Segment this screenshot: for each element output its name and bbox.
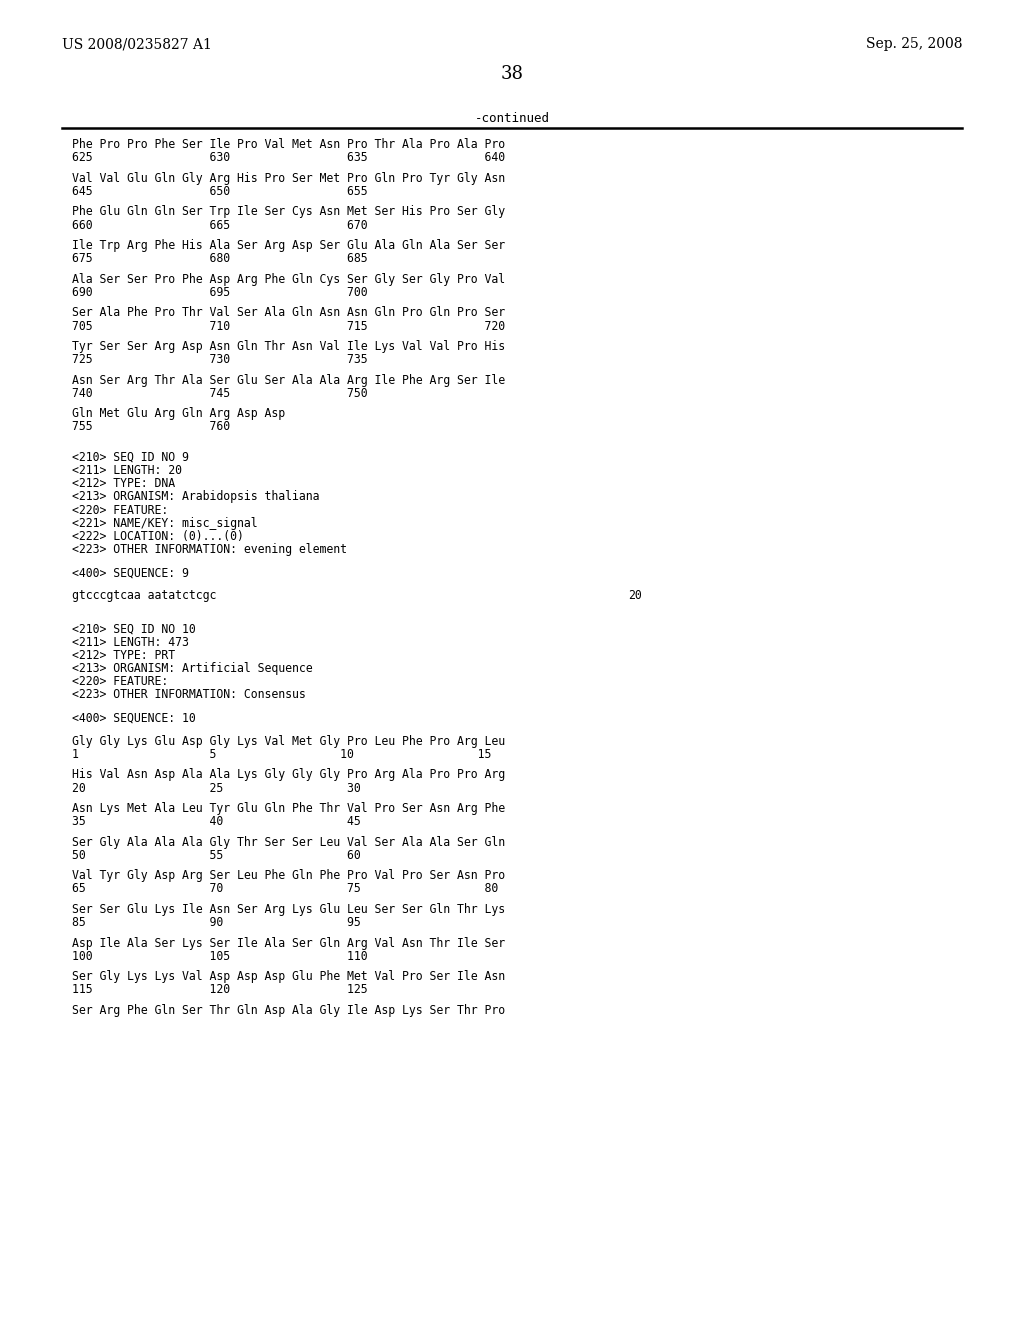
Text: <220> FEATURE:: <220> FEATURE: — [72, 504, 168, 516]
Text: <212> TYPE: PRT: <212> TYPE: PRT — [72, 649, 175, 661]
Text: His Val Asn Asp Ala Ala Lys Gly Gly Gly Pro Arg Ala Pro Pro Arg: His Val Asn Asp Ala Ala Lys Gly Gly Gly … — [72, 768, 505, 781]
Text: 690                 695                 700: 690 695 700 — [72, 286, 368, 298]
Text: <213> ORGANISM: Artificial Sequence: <213> ORGANISM: Artificial Sequence — [72, 663, 312, 675]
Text: <210> SEQ ID NO 10: <210> SEQ ID NO 10 — [72, 623, 196, 635]
Text: Ile Trp Arg Phe His Ala Ser Arg Asp Ser Glu Ala Gln Ala Ser Ser: Ile Trp Arg Phe His Ala Ser Arg Asp Ser … — [72, 239, 505, 252]
Text: 100                 105                 110: 100 105 110 — [72, 950, 368, 962]
Text: 85                  90                  95: 85 90 95 — [72, 916, 360, 929]
Text: 675                 680                 685: 675 680 685 — [72, 252, 368, 265]
Text: <400> SEQUENCE: 9: <400> SEQUENCE: 9 — [72, 566, 188, 579]
Text: Ser Ala Phe Pro Thr Val Ser Ala Gln Asn Asn Gln Pro Gln Pro Ser: Ser Ala Phe Pro Thr Val Ser Ala Gln Asn … — [72, 306, 505, 319]
Text: 38: 38 — [501, 65, 523, 83]
Text: 20                  25                  30: 20 25 30 — [72, 781, 360, 795]
Text: 725                 730                 735: 725 730 735 — [72, 354, 368, 366]
Text: Val Val Glu Gln Gly Arg His Pro Ser Met Pro Gln Pro Tyr Gly Asn: Val Val Glu Gln Gly Arg His Pro Ser Met … — [72, 172, 505, 185]
Text: <222> LOCATION: (0)...(0): <222> LOCATION: (0)...(0) — [72, 531, 244, 543]
Text: 625                 630                 635                 640: 625 630 635 640 — [72, 152, 505, 164]
Text: 660                 665                 670: 660 665 670 — [72, 219, 368, 231]
Text: 645                 650                 655: 645 650 655 — [72, 185, 368, 198]
Text: <212> TYPE: DNA: <212> TYPE: DNA — [72, 478, 175, 490]
Text: Ala Ser Ser Pro Phe Asp Arg Phe Gln Cys Ser Gly Ser Gly Pro Val: Ala Ser Ser Pro Phe Asp Arg Phe Gln Cys … — [72, 273, 505, 285]
Text: <211> LENGTH: 20: <211> LENGTH: 20 — [72, 465, 182, 477]
Text: 50                  55                  60: 50 55 60 — [72, 849, 360, 862]
Text: Gln Met Glu Arg Gln Arg Asp Asp: Gln Met Glu Arg Gln Arg Asp Asp — [72, 408, 285, 420]
Text: Asn Lys Met Ala Leu Tyr Glu Gln Phe Thr Val Pro Ser Asn Arg Phe: Asn Lys Met Ala Leu Tyr Glu Gln Phe Thr … — [72, 803, 505, 814]
Text: Ser Arg Phe Gln Ser Thr Gln Asp Ala Gly Ile Asp Lys Ser Thr Pro: Ser Arg Phe Gln Ser Thr Gln Asp Ala Gly … — [72, 1005, 505, 1016]
Text: Ser Ser Glu Lys Ile Asn Ser Arg Lys Glu Leu Ser Ser Gln Thr Lys: Ser Ser Glu Lys Ile Asn Ser Arg Lys Glu … — [72, 903, 505, 916]
Text: 115                 120                 125: 115 120 125 — [72, 983, 368, 997]
Text: 705                 710                 715                 720: 705 710 715 720 — [72, 319, 505, 333]
Text: Phe Glu Gln Gln Ser Trp Ile Ser Cys Asn Met Ser His Pro Ser Gly: Phe Glu Gln Gln Ser Trp Ile Ser Cys Asn … — [72, 206, 505, 218]
Text: 755                 760: 755 760 — [72, 421, 230, 433]
Text: 65                  70                  75                  80: 65 70 75 80 — [72, 883, 499, 895]
Text: <211> LENGTH: 473: <211> LENGTH: 473 — [72, 636, 188, 648]
Text: Tyr Ser Ser Arg Asp Asn Gln Thr Asn Val Ile Lys Val Val Pro His: Tyr Ser Ser Arg Asp Asn Gln Thr Asn Val … — [72, 341, 505, 352]
Text: <220> FEATURE:: <220> FEATURE: — [72, 676, 168, 688]
Text: <221> NAME/KEY: misc_signal: <221> NAME/KEY: misc_signal — [72, 517, 258, 529]
Text: Ser Gly Lys Lys Val Asp Asp Asp Glu Phe Met Val Pro Ser Ile Asn: Ser Gly Lys Lys Val Asp Asp Asp Glu Phe … — [72, 970, 505, 983]
Text: <223> OTHER INFORMATION: Consensus: <223> OTHER INFORMATION: Consensus — [72, 689, 306, 701]
Text: Phe Pro Pro Phe Ser Ile Pro Val Met Asn Pro Thr Ala Pro Ala Pro: Phe Pro Pro Phe Ser Ile Pro Val Met Asn … — [72, 139, 505, 150]
Text: Sep. 25, 2008: Sep. 25, 2008 — [865, 37, 962, 51]
Text: US 2008/0235827 A1: US 2008/0235827 A1 — [62, 37, 212, 51]
Text: <210> SEQ ID NO 9: <210> SEQ ID NO 9 — [72, 451, 188, 463]
Text: Val Tyr Gly Asp Arg Ser Leu Phe Gln Phe Pro Val Pro Ser Asn Pro: Val Tyr Gly Asp Arg Ser Leu Phe Gln Phe … — [72, 870, 505, 882]
Text: <223> OTHER INFORMATION: evening element: <223> OTHER INFORMATION: evening element — [72, 544, 347, 556]
Text: 35                  40                  45: 35 40 45 — [72, 816, 360, 828]
Text: 20: 20 — [628, 590, 642, 602]
Text: Asn Ser Arg Thr Ala Ser Glu Ser Ala Ala Arg Ile Phe Arg Ser Ile: Asn Ser Arg Thr Ala Ser Glu Ser Ala Ala … — [72, 374, 505, 387]
Text: 1                   5                  10                  15: 1 5 10 15 — [72, 748, 492, 760]
Text: Ser Gly Ala Ala Ala Gly Thr Ser Ser Leu Val Ser Ala Ala Ser Gln: Ser Gly Ala Ala Ala Gly Thr Ser Ser Leu … — [72, 836, 505, 849]
Text: Asp Ile Ala Ser Lys Ser Ile Ala Ser Gln Arg Val Asn Thr Ile Ser: Asp Ile Ala Ser Lys Ser Ile Ala Ser Gln … — [72, 937, 505, 949]
Text: gtcccgtcaa aatatctcgc: gtcccgtcaa aatatctcgc — [72, 590, 216, 602]
Text: 740                 745                 750: 740 745 750 — [72, 387, 368, 400]
Text: -continued: -continued — [474, 112, 550, 125]
Text: Gly Gly Lys Glu Asp Gly Lys Val Met Gly Pro Leu Phe Pro Arg Leu: Gly Gly Lys Glu Asp Gly Lys Val Met Gly … — [72, 735, 505, 747]
Text: <213> ORGANISM: Arabidopsis thaliana: <213> ORGANISM: Arabidopsis thaliana — [72, 491, 319, 503]
Text: <400> SEQUENCE: 10: <400> SEQUENCE: 10 — [72, 711, 196, 725]
